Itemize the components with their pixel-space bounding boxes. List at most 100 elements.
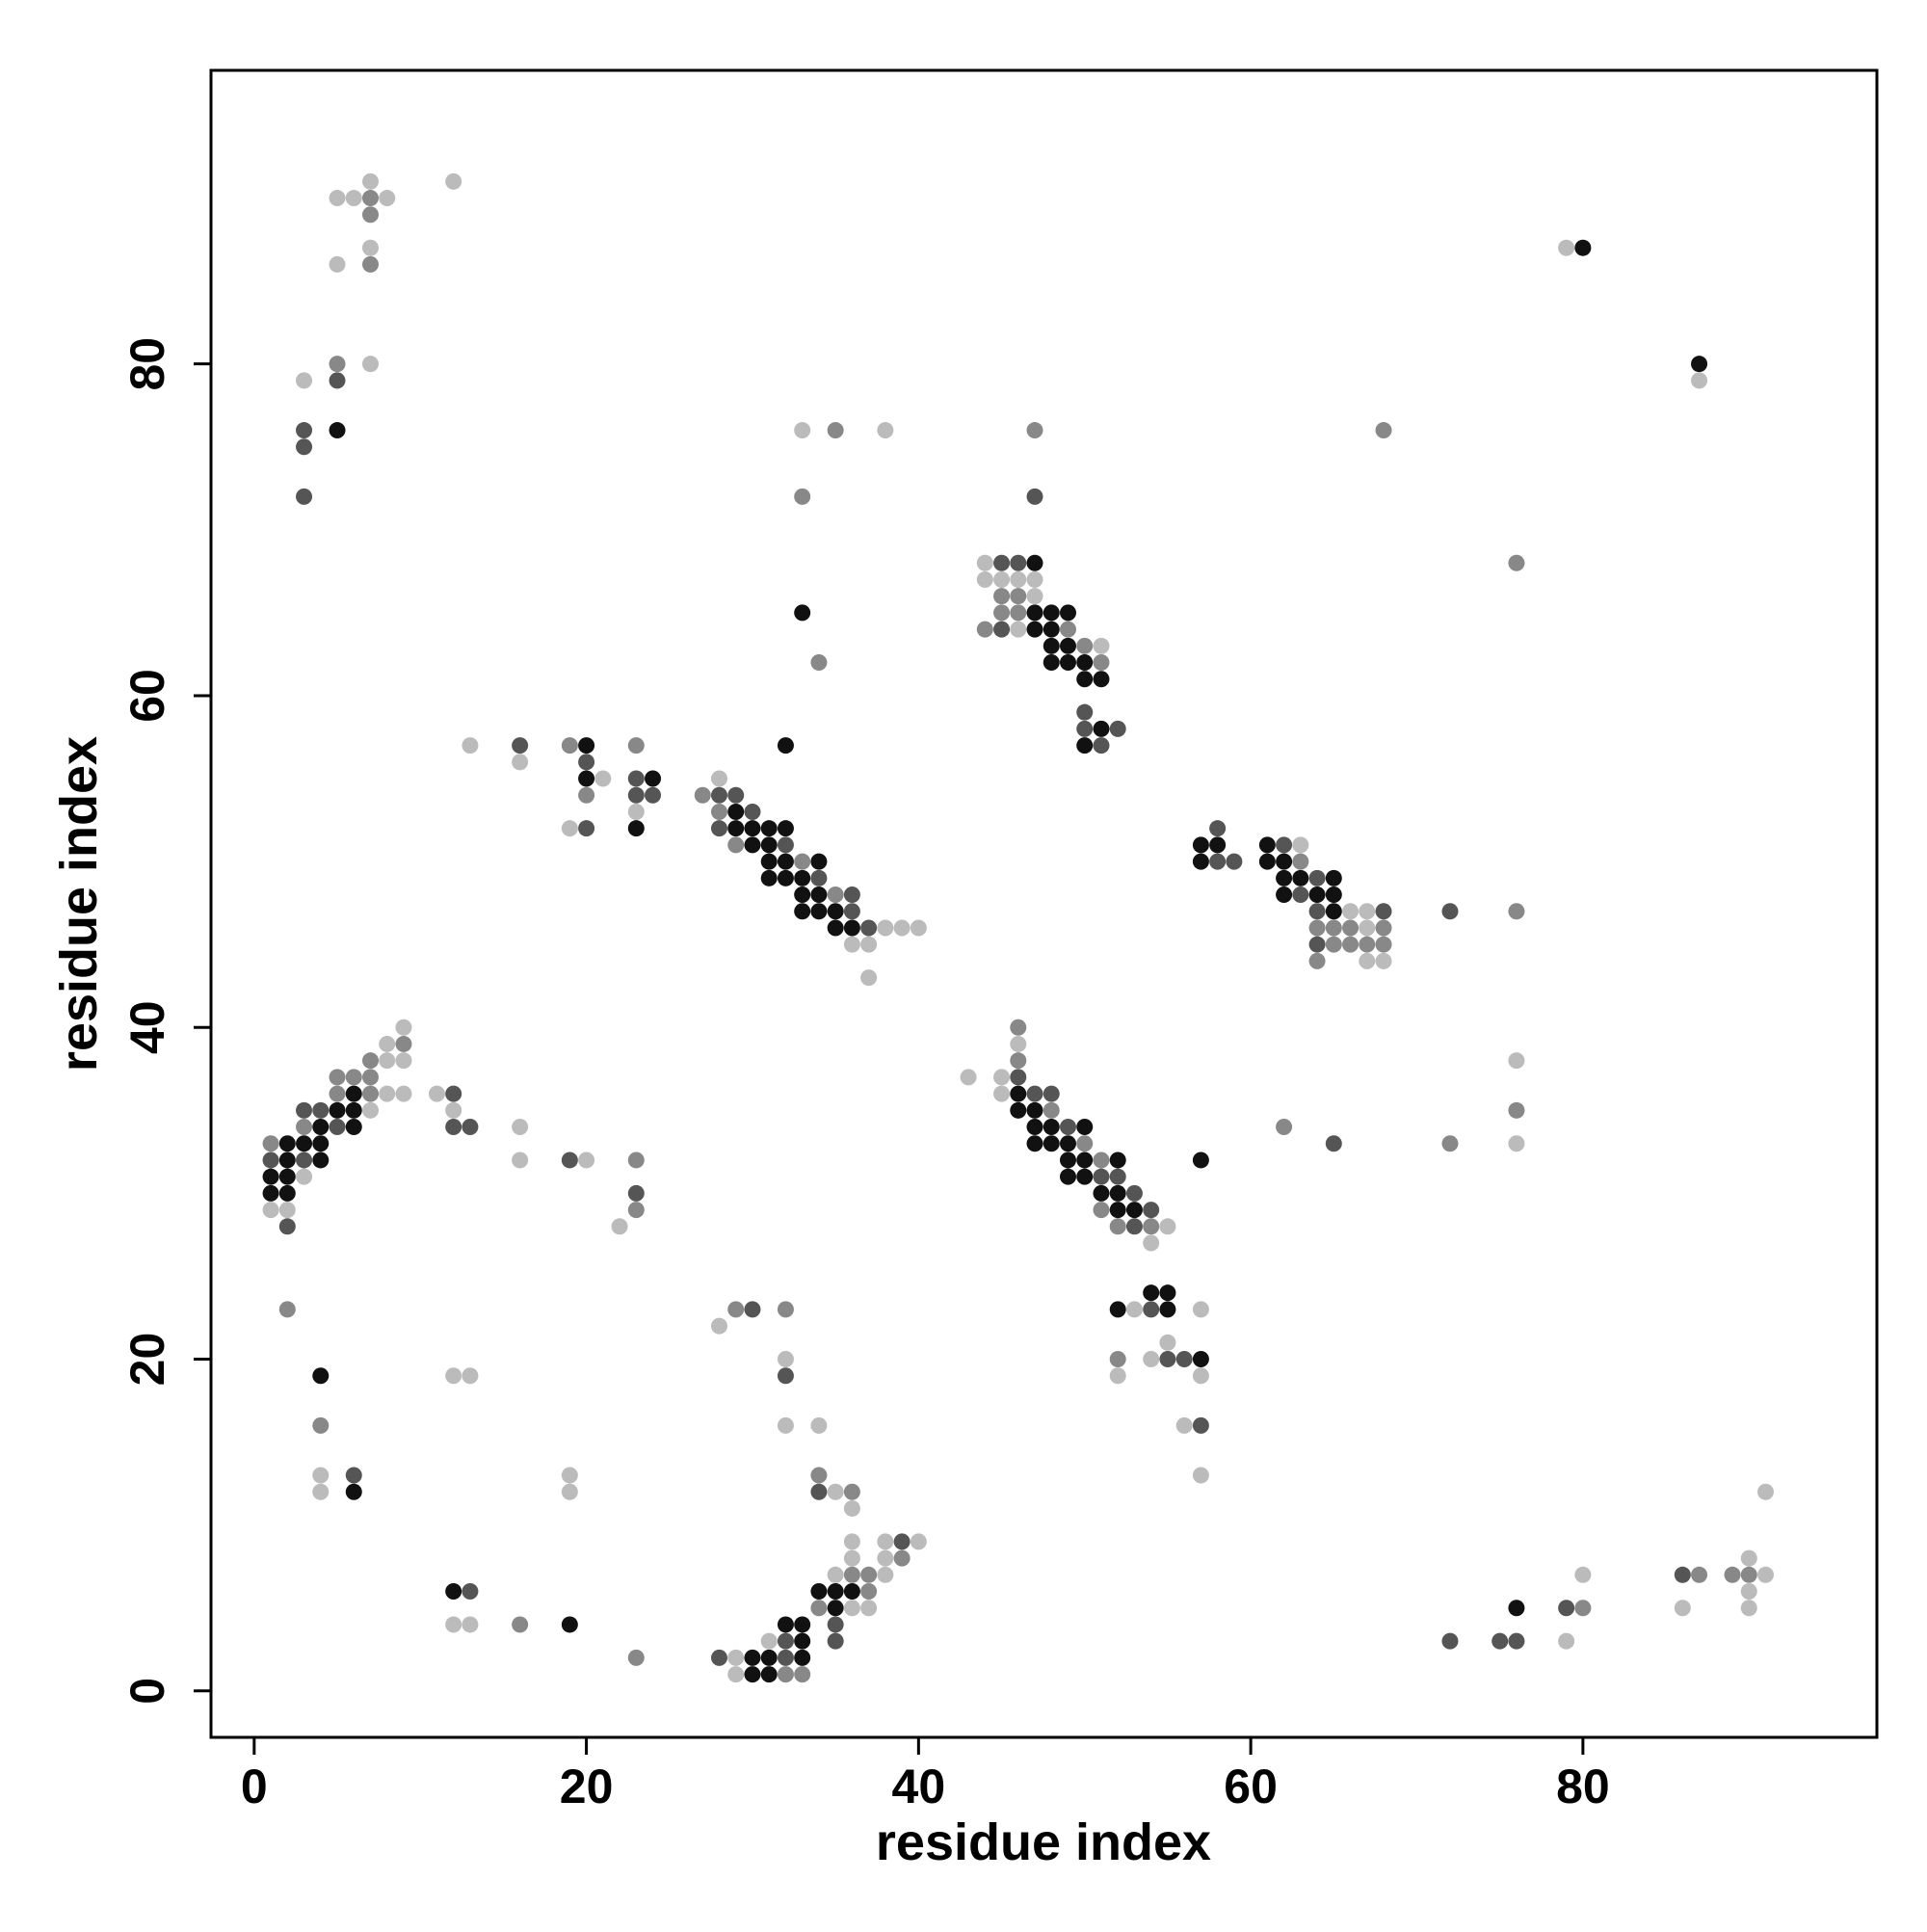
scatter-point [1724,1566,1741,1583]
scatter-point [379,1052,396,1070]
scatter-point [777,1367,794,1385]
scatter-point [1010,1035,1027,1052]
scatter-point [1109,1184,1126,1202]
y-tick-label: 40 [120,1000,174,1054]
scatter-point [262,1135,279,1152]
scatter-point [1276,836,1293,854]
scatter-point [810,654,828,672]
scatter-point [561,1151,578,1169]
scatter-point [794,869,811,887]
scatter-point [1109,1351,1126,1368]
scatter-point [1276,887,1293,904]
scatter-point [744,836,761,854]
scatter-point [462,1583,479,1601]
scatter-point [345,1119,362,1136]
scatter-point [843,936,860,953]
scatter-point [993,1085,1011,1102]
scatter-point [379,1085,396,1102]
scatter-point [1059,637,1076,654]
scatter-point [1093,737,1110,754]
scatter-point [1258,853,1276,870]
scatter-point [976,554,993,571]
scatter-point [345,1085,362,1102]
scatter-point [877,919,894,937]
scatter-point [1026,1085,1043,1102]
scatter-point [827,1483,844,1500]
scatter-point [645,770,662,787]
scatter-point [794,1632,811,1650]
scatter-point [1508,1101,1525,1119]
scatter-point [512,1616,529,1633]
scatter-point [296,1101,313,1119]
scatter-point [727,836,745,854]
scatter-point [893,1533,911,1550]
scatter-point [827,1600,844,1617]
scatter-point [877,1566,894,1583]
scatter-point [777,820,794,837]
scatter-point [1059,1151,1076,1169]
scatter-point [561,1616,578,1633]
scatter-point [976,621,993,638]
scatter-point [1125,1218,1143,1235]
scatter-point [462,1119,479,1136]
scatter-point [361,255,379,273]
scatter-point [1109,1218,1126,1235]
scatter-point [361,1085,379,1102]
scatter-point [1740,1566,1757,1583]
scatter-point [1375,936,1392,953]
scatter-point [1342,919,1359,937]
scatter-point [843,1600,860,1617]
scatter-point [1093,1184,1110,1202]
scatter-point [1209,853,1227,870]
scatter-point [329,356,346,373]
scatter-point [627,1151,645,1169]
scatter-point [1043,1135,1060,1152]
scatter-point [1359,952,1376,969]
scatter-point [777,853,794,870]
scatter-point [262,1202,279,1219]
scatter-point [1026,422,1043,439]
scatter-point [578,786,595,804]
scatter-point [810,1416,828,1434]
scatter-point [1325,869,1342,887]
scatter-point [744,803,761,820]
x-axis-title: residue index [876,1813,1211,1871]
scatter-point [1192,1351,1209,1368]
scatter-point [329,372,346,389]
scatter-point [395,1085,412,1102]
x-tick-label: 40 [892,1760,946,1813]
scatter-point [345,1069,362,1086]
scatter-point [1375,903,1392,920]
scatter-point [727,786,745,804]
scatter-point [794,488,811,505]
scatter-point [1093,720,1110,737]
scatter-point [645,786,662,804]
scatter-point [561,737,578,754]
scatter-point [312,1483,330,1500]
scatter-point [1143,1301,1160,1318]
scatter-point [1109,1301,1126,1318]
scatter-point [1558,1632,1575,1650]
scatter-point [1026,588,1043,605]
scatter-point [627,1184,645,1202]
scatter-point [1209,836,1227,854]
scatter-point [843,1583,860,1601]
plot-marks [262,172,1775,1683]
scatter-point [827,1566,844,1583]
scatter-point [512,754,529,771]
scatter-point [1076,737,1094,754]
scatter-point [744,820,761,837]
scatter-point [893,919,911,937]
scatter-point [278,1218,296,1235]
scatter-point [1308,869,1326,887]
scatter-point [1740,1583,1757,1601]
scatter-point [1325,919,1342,937]
scatter-point [445,1367,462,1385]
scatter-point [262,1184,279,1202]
scatter-point [1674,1566,1691,1583]
scatter-point [1342,903,1359,920]
scatter-point [278,1301,296,1318]
scatter-point [843,1566,860,1583]
scatter-point [1192,836,1209,854]
scatter-point [1192,1301,1209,1318]
